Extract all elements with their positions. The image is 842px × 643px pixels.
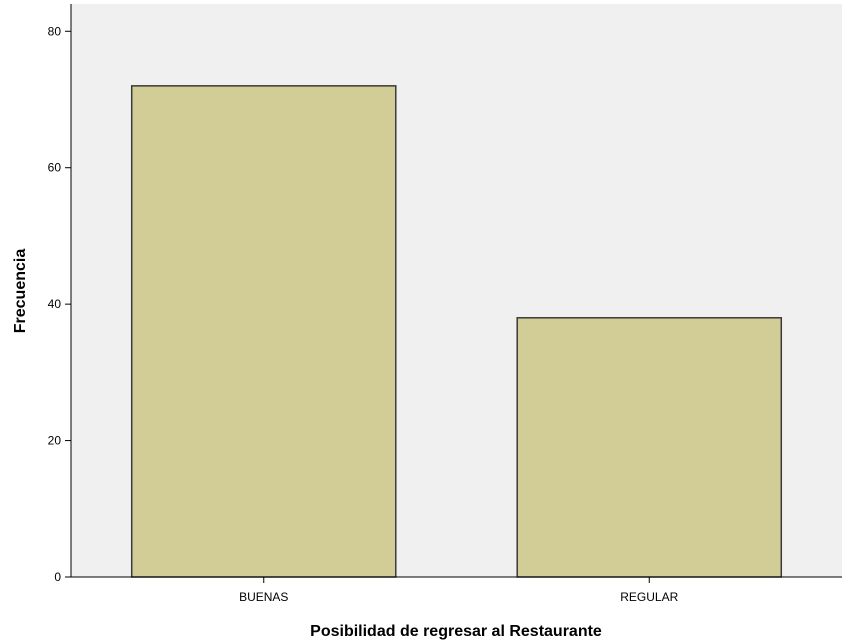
y-tick-label: 40 (48, 297, 62, 311)
x-tick-label: BUENAS (239, 590, 288, 604)
y-tick-label: 80 (48, 24, 62, 38)
x-axis-title: Posibilidad de regresar al Restaurante (310, 623, 602, 640)
y-tick-label: 20 (48, 434, 62, 448)
bar-buenas (130, 85, 397, 578)
y-axis-title: Frecuencia (12, 249, 29, 334)
x-ticks-group: BUENAS REGULAR (239, 577, 679, 604)
y-tick-label: 60 (48, 161, 62, 175)
y-tick-label: 0 (54, 570, 61, 584)
x-tick-label: REGULAR (620, 590, 678, 604)
bars-group (130, 85, 783, 578)
y-ticks-group: 0 20 40 60 80 (48, 24, 71, 584)
bar-regular (516, 317, 783, 578)
